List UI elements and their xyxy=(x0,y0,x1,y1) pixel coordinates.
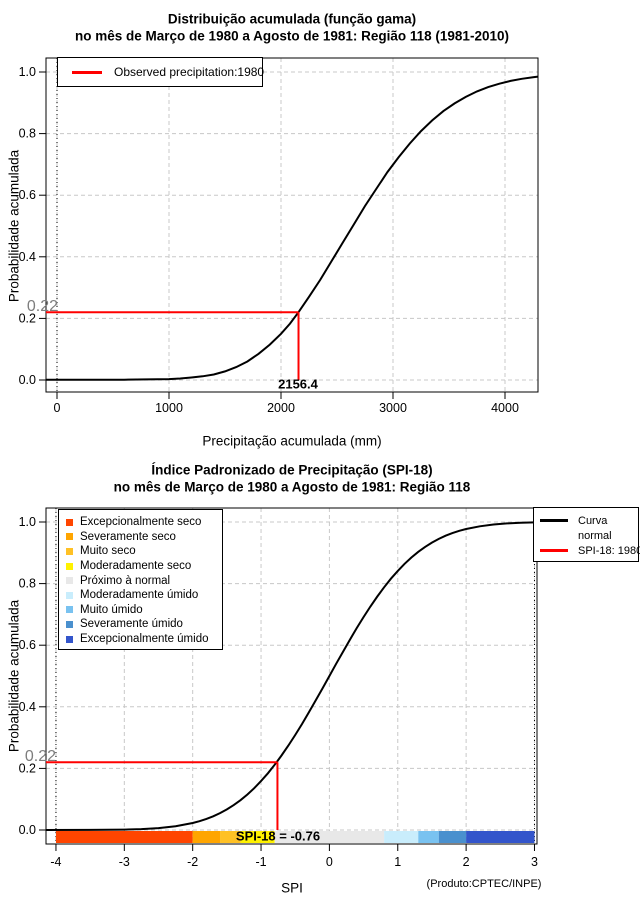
legend-label: Severamente úmido xyxy=(80,618,183,631)
legend-label: Muito úmido xyxy=(80,603,143,616)
y-tick-label: 1.0 xyxy=(19,515,36,529)
spi-colorbar-segment xyxy=(274,831,385,843)
observed-precipitation-line-sample xyxy=(72,70,102,74)
legend-item-muito-seco: Muito seco xyxy=(66,544,222,559)
curva-normal-label-line2: normal xyxy=(578,529,612,542)
legend-item-severamente-seco: Severamente seco xyxy=(66,530,222,545)
plot-box xyxy=(45,507,538,845)
spi18-1980-legend-row: SPI-18: 1980 xyxy=(540,543,640,558)
spi-colorbar-segment xyxy=(466,831,535,843)
legend-item-severamente-umido: Severamente úmido xyxy=(66,617,222,632)
spi-colorbar-segment xyxy=(438,831,467,843)
legend-label: Moderadamente úmido xyxy=(80,589,199,602)
cdf-curve xyxy=(45,521,535,831)
spi-curves-legend: Curva normal SPI-18: 1980 xyxy=(533,507,640,562)
chart1-precipitation-annotation: 2156.4 xyxy=(278,376,318,392)
y-tick-label: 0.4 xyxy=(19,250,36,264)
spi-colorbar-segment xyxy=(192,831,221,843)
chart1-legend: Observed precipitation:1980 xyxy=(57,57,265,87)
spi-cdf-plot: -4 -3 -2 -1 0 1 2 3 0.0 0.2 0.4 0.6 0.8 1.0 xyxy=(19,507,538,869)
chart1-probability-annotation: 0.22 xyxy=(26,298,58,315)
legend-label: Severamente seco xyxy=(80,530,176,543)
spi-value-annotation: SPI-18 = -0.76 xyxy=(235,828,321,844)
moderadamente-umido-swatch xyxy=(66,591,73,599)
excepcionalmente-seco-swatch xyxy=(66,518,73,526)
y-tick-label: 0.8 xyxy=(19,127,36,141)
x-tick-label: 4000 xyxy=(491,401,519,415)
y-tick-label: 0.2 xyxy=(19,761,36,775)
proximo-a-normal-swatch xyxy=(66,577,73,585)
y-tick-label: 0.6 xyxy=(19,188,36,202)
legend-label: Próximo à normal xyxy=(80,574,171,587)
legend-item-muito-umido: Muito úmido xyxy=(66,603,222,618)
spi-colorbar-segment xyxy=(418,831,439,843)
spi18-1980-line-sample xyxy=(540,549,568,552)
x-tick-label: 3000 xyxy=(379,401,407,415)
chart1-subtitle: no mês de Março de 1980 a Agosto de 1981… xyxy=(75,28,509,44)
y-tick-label: 0.8 xyxy=(19,577,36,591)
spi-colorbar-segment xyxy=(55,831,193,843)
y-tick-label: 0.4 xyxy=(19,700,36,714)
spi-colorbar-segment xyxy=(384,831,419,843)
chart2-subtitle: no mês de Março de 1980 a Agosto de 1981… xyxy=(113,479,471,495)
legend-label: Excepcionalmente úmido xyxy=(80,633,209,646)
chart1-x-axis-label: Precipitação acumulada (mm) xyxy=(202,433,382,449)
chart2-x-axis-label: SPI xyxy=(281,880,303,896)
x-tick-label: -3 xyxy=(119,855,130,869)
curva-normal-line-sample xyxy=(540,519,568,522)
legend-item-proximo-a-normal: Próximo à normal xyxy=(66,573,222,588)
spi-classification-legend: Excepcionalmente seco Severamente seco M… xyxy=(58,509,223,650)
legend-label: Excepcionalmente seco xyxy=(80,516,202,529)
y-tick-label: 0.2 xyxy=(19,311,36,325)
x-tick-label: -2 xyxy=(187,855,198,869)
excepcionalmente-umido-swatch xyxy=(66,635,73,643)
spi-colorbar-segment xyxy=(220,831,241,843)
y-tick-label: 1.0 xyxy=(19,65,36,79)
legend-item-moderadamente-umido: Moderadamente úmido xyxy=(66,588,222,603)
x-tick-label: 1 xyxy=(394,855,401,869)
cdf-curve xyxy=(46,75,539,381)
chart2-title: Índice Padronizado de Precipitação (SPI-… xyxy=(151,462,433,478)
curva-normal-legend-row: Curva xyxy=(540,513,638,528)
severamente-seco-swatch xyxy=(66,533,73,541)
spi18-1980-label: SPI-18: 1980 xyxy=(578,544,640,557)
x-tick-label: -4 xyxy=(50,855,61,869)
muito-seco-swatch xyxy=(66,547,73,555)
x-tick-label: 0 xyxy=(326,855,333,869)
chart1-title: Distribuição acumulada (função gama) xyxy=(167,11,417,27)
legend-item-excepcionalmente-seco: Excepcionalmente seco xyxy=(66,515,222,530)
product-credit: (Produto:CPTEC/INPE) xyxy=(426,878,542,890)
x-tick-label: 2 xyxy=(463,855,470,869)
legend-item-excepcionalmente-umido: Excepcionalmente úmido xyxy=(66,632,222,647)
spi-colorbar-segment xyxy=(240,831,275,843)
x-tick-label: 1000 xyxy=(155,401,183,415)
plot-box xyxy=(45,57,539,393)
x-tick-label: 3 xyxy=(531,855,538,869)
y-tick-label: 0.0 xyxy=(19,373,36,387)
x-tick-label: -1 xyxy=(255,855,266,869)
y-tick-label: 0.0 xyxy=(19,823,36,837)
severamente-umido-swatch xyxy=(66,620,73,628)
observed-precipitation-legend-label: Observed precipitation:1980 xyxy=(114,65,265,79)
y-tick-label: 0.6 xyxy=(19,638,36,652)
moderadamente-seco-swatch xyxy=(66,562,73,570)
legend-label: Muito seco xyxy=(80,545,136,558)
gamma-cdf-plot: 0 1000 2000 3000 4000 0.0 0.2 0.4 0.6 0.8 1.0 xyxy=(19,57,539,415)
curva-normal-label-line1: Curva xyxy=(578,514,608,527)
muito-umido-swatch xyxy=(66,606,73,614)
x-tick-label: 2000 xyxy=(267,401,295,415)
chart2-probability-annotation: 0.22 xyxy=(24,748,56,765)
legend-label: Moderadamente seco xyxy=(80,560,192,573)
curva-normal-legend-row2: normal xyxy=(540,528,638,543)
legend-item-moderadamente-seco: Moderadamente seco xyxy=(66,559,222,574)
x-tick-label: 0 xyxy=(54,401,61,415)
